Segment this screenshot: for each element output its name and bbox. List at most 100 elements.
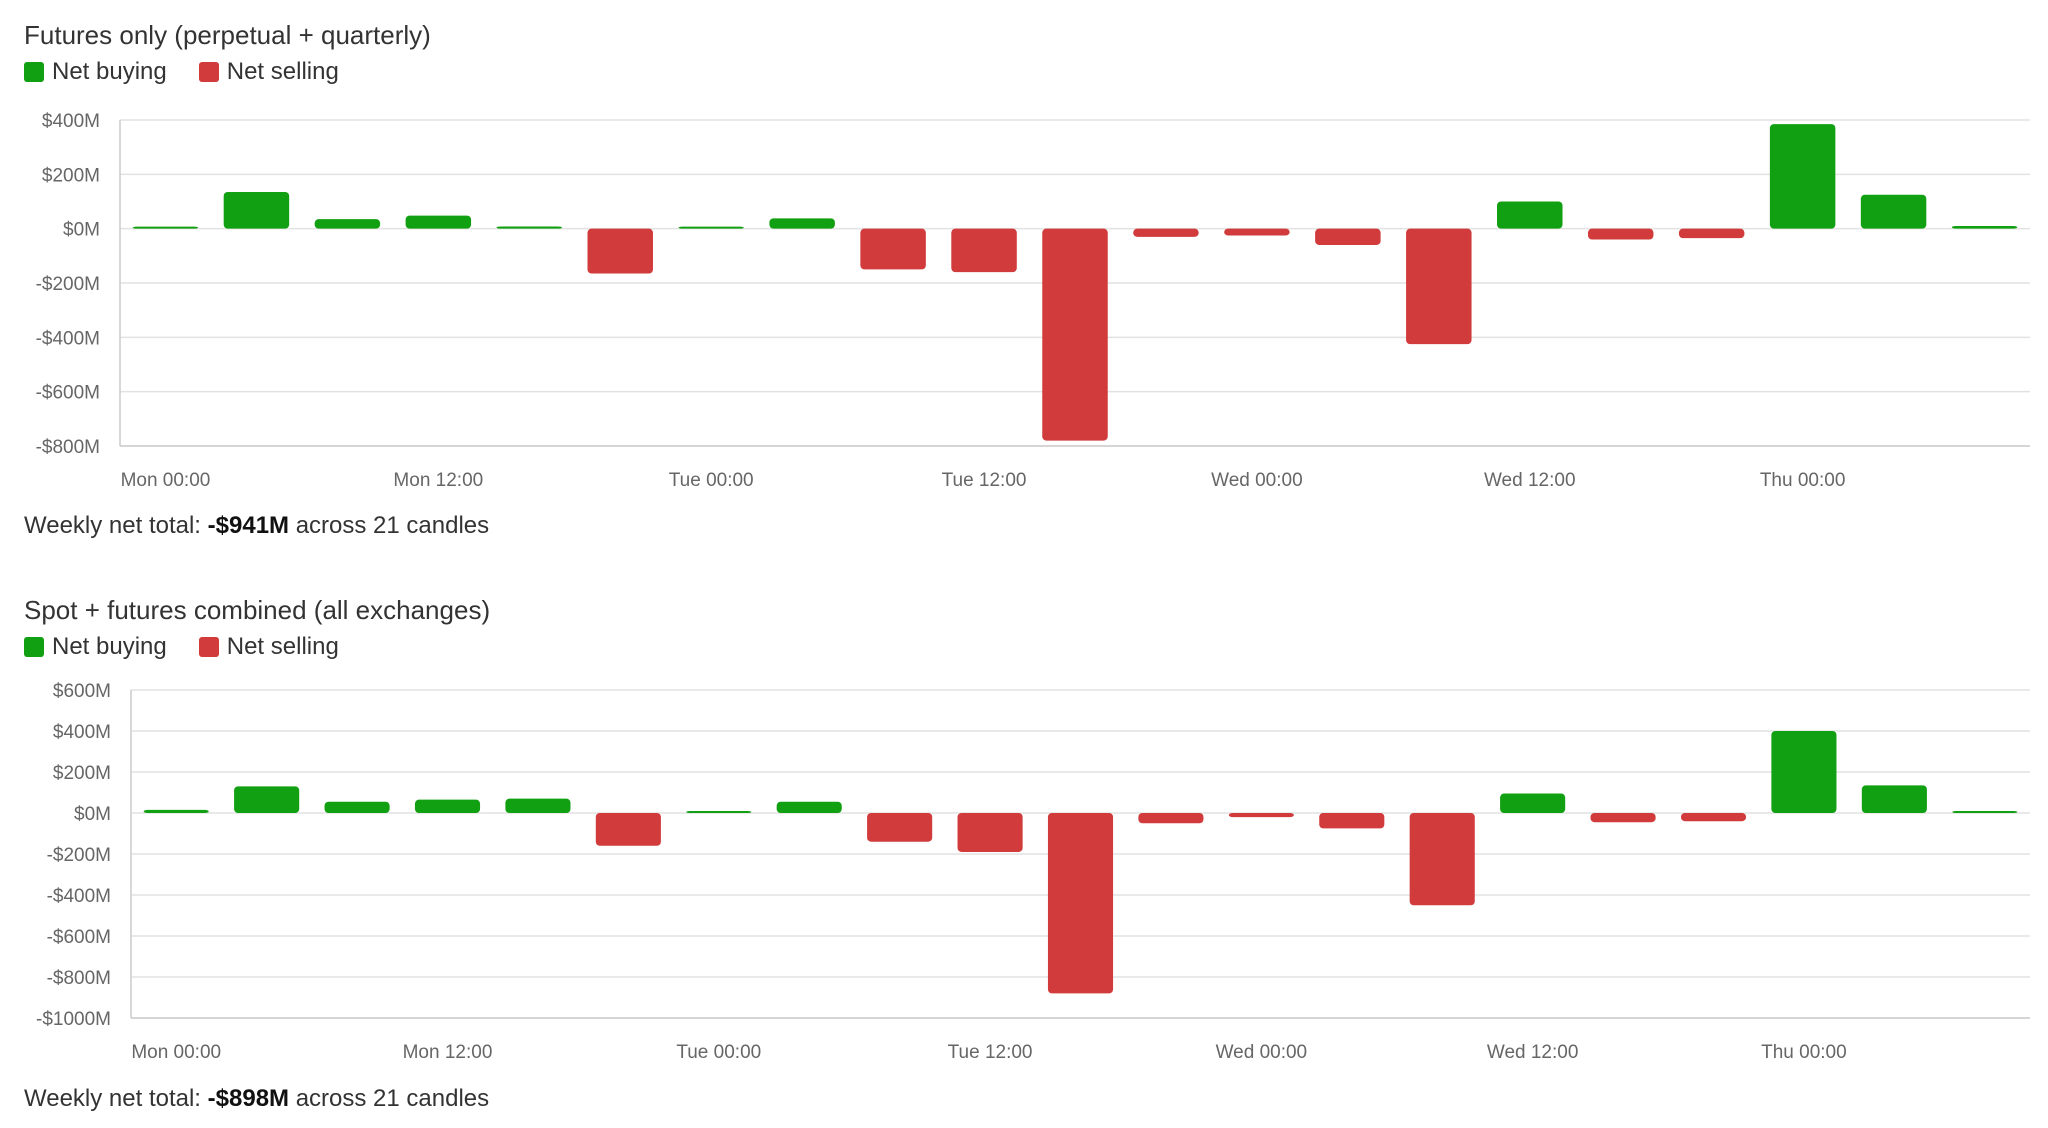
x-tick-label: Thu 00:00	[1760, 470, 1846, 491]
x-tick-label: Tue 12:00	[942, 470, 1027, 491]
summary-suffix: across 21 candles	[295, 512, 490, 539]
bar-net-buying	[143, 809, 209, 813]
bar-net-buying	[314, 219, 381, 229]
bar-net-selling	[1224, 228, 1290, 236]
summary-suffix: across 21 candles	[295, 1085, 490, 1112]
bar-net-selling	[1138, 813, 1204, 824]
x-tick-label: Mon 12:00	[403, 1042, 493, 1063]
legend-label: Net buying	[52, 58, 167, 85]
bar-net-buying	[1769, 124, 1836, 229]
bar-net-selling	[1042, 228, 1108, 441]
x-tick-label: Wed 00:00	[1211, 470, 1303, 491]
summary-prefix: Weekly net total:	[24, 1085, 201, 1112]
y-tick-label: -$400M	[47, 886, 111, 907]
x-tick-label: Thu 00:00	[1761, 1042, 1847, 1063]
y-tick-label: -$200M	[36, 274, 100, 295]
x-tick-label: Tue 00:00	[669, 470, 754, 491]
x-tick-label: Tue 12:00	[948, 1042, 1033, 1063]
x-tick-label: Wed 00:00	[1216, 1042, 1308, 1063]
bar-net-buying	[414, 799, 481, 813]
bar-net-buying	[1951, 225, 2018, 229]
bar-net-buying	[1497, 201, 1563, 229]
y-tick-label: $200M	[42, 165, 100, 186]
bar-net-buying	[1860, 194, 1927, 229]
bar-chart-futures: $400M $200M $0M -$200M -$400M -$600M -$800M Mon…	[36, 111, 2030, 491]
x-tick-label: Wed 12:00	[1484, 470, 1576, 491]
chart-title: Futures only (perpetual + quarterly)	[24, 20, 431, 50]
bar-net-selling	[1590, 813, 1656, 823]
legend-item-selling[interactable]: Net selling	[198, 633, 339, 661]
bar-net-buying	[776, 801, 842, 813]
chart-panel-futures: Futures only (perpetual + quarterly) Net…	[0, 0, 2048, 560]
legend-swatch-green	[24, 62, 44, 82]
chart-title: Spot + futures combined (all exchanges)	[24, 595, 491, 625]
weekly-net-summary: Weekly net total: -$941M across 21 candl…	[24, 512, 489, 540]
bar-net-buying	[678, 226, 744, 229]
y-tick-label: -$600M	[36, 383, 100, 404]
bar-net-selling	[595, 813, 661, 846]
bar-net-selling	[867, 813, 933, 842]
bar-net-selling	[1133, 228, 1199, 237]
bar-net-buying	[496, 226, 563, 229]
chart-panel-combined: Spot + futures combined (all exchanges) …	[0, 575, 2048, 1128]
bar-net-selling	[860, 228, 926, 270]
bar-net-buying	[132, 226, 199, 229]
bar-net-buying	[1952, 810, 2018, 813]
bar-net-buying	[324, 801, 390, 813]
y-tick-label: -$600M	[47, 927, 111, 948]
y-tick-label: $200M	[53, 763, 111, 784]
x-tick-label: Mon 12:00	[393, 470, 483, 491]
y-tick-label: -$800M	[36, 437, 100, 458]
bar-net-buying	[1861, 785, 1927, 813]
bar-net-selling	[1406, 228, 1472, 345]
bar-chart-combined: $600M $400M $200M $0M -$200M -$400M -$600M -$80…	[36, 681, 2030, 1063]
legend-swatch-green	[24, 637, 44, 657]
bar-net-selling	[1409, 813, 1475, 906]
bar-net-selling	[957, 813, 1023, 852]
summary-value: -$898M	[207, 1085, 290, 1112]
bar-net-buying	[1771, 731, 1837, 813]
x-tick-label: Mon 00:00	[121, 470, 211, 491]
bar-net-selling	[1587, 228, 1654, 240]
summary-prefix: Weekly net total:	[24, 512, 201, 539]
legend-swatch-red	[198, 62, 219, 82]
x-tick-label: Mon 00:00	[131, 1042, 221, 1063]
bar-net-buying	[234, 786, 300, 813]
y-tick-label: $600M	[53, 681, 111, 702]
bar-net-buying	[769, 218, 835, 229]
bar-net-buying	[1500, 793, 1566, 813]
bar-net-selling	[1315, 228, 1381, 245]
x-tick-label: Wed 12:00	[1487, 1042, 1579, 1063]
chart-legend: Net buying Net selling	[24, 633, 371, 661]
y-tick-label: $0M	[74, 804, 111, 825]
bar-net-selling	[1228, 813, 1294, 818]
bar-net-selling	[1678, 228, 1745, 239]
legend-item-buying[interactable]: Net buying	[24, 58, 167, 86]
chart-legend: Net buying Net selling	[24, 58, 371, 86]
legend-label: Net selling	[226, 633, 339, 660]
bar-net-selling	[1680, 813, 1747, 822]
bar-net-buying	[405, 215, 472, 229]
bar-net-selling	[951, 228, 1017, 273]
bar-net-buying	[686, 810, 752, 813]
y-tick-label: -$800M	[47, 968, 111, 989]
bar-net-buying	[505, 798, 571, 813]
legend-item-buying[interactable]: Net buying	[24, 633, 167, 661]
bar-net-buying	[223, 191, 290, 229]
legend-label: Net selling	[226, 58, 339, 85]
summary-value: -$941M	[207, 512, 290, 539]
y-tick-label: $0M	[63, 220, 100, 241]
y-tick-label: -$400M	[36, 328, 100, 349]
weekly-net-summary: Weekly net total: -$898M across 21 candl…	[24, 1085, 489, 1113]
y-tick-label: $400M	[53, 722, 111, 743]
x-tick-label: Tue 00:00	[676, 1042, 761, 1063]
bar-net-selling	[1047, 813, 1114, 994]
legend-swatch-red	[198, 637, 219, 657]
y-tick-label: -$200M	[47, 845, 111, 866]
legend-label: Net buying	[52, 633, 167, 660]
y-tick-label: -$1000M	[36, 1009, 111, 1030]
bar-net-selling	[1319, 813, 1385, 829]
bar-net-selling	[587, 228, 653, 274]
legend-item-selling[interactable]: Net selling	[198, 58, 339, 86]
y-tick-label: $400M	[42, 111, 100, 132]
